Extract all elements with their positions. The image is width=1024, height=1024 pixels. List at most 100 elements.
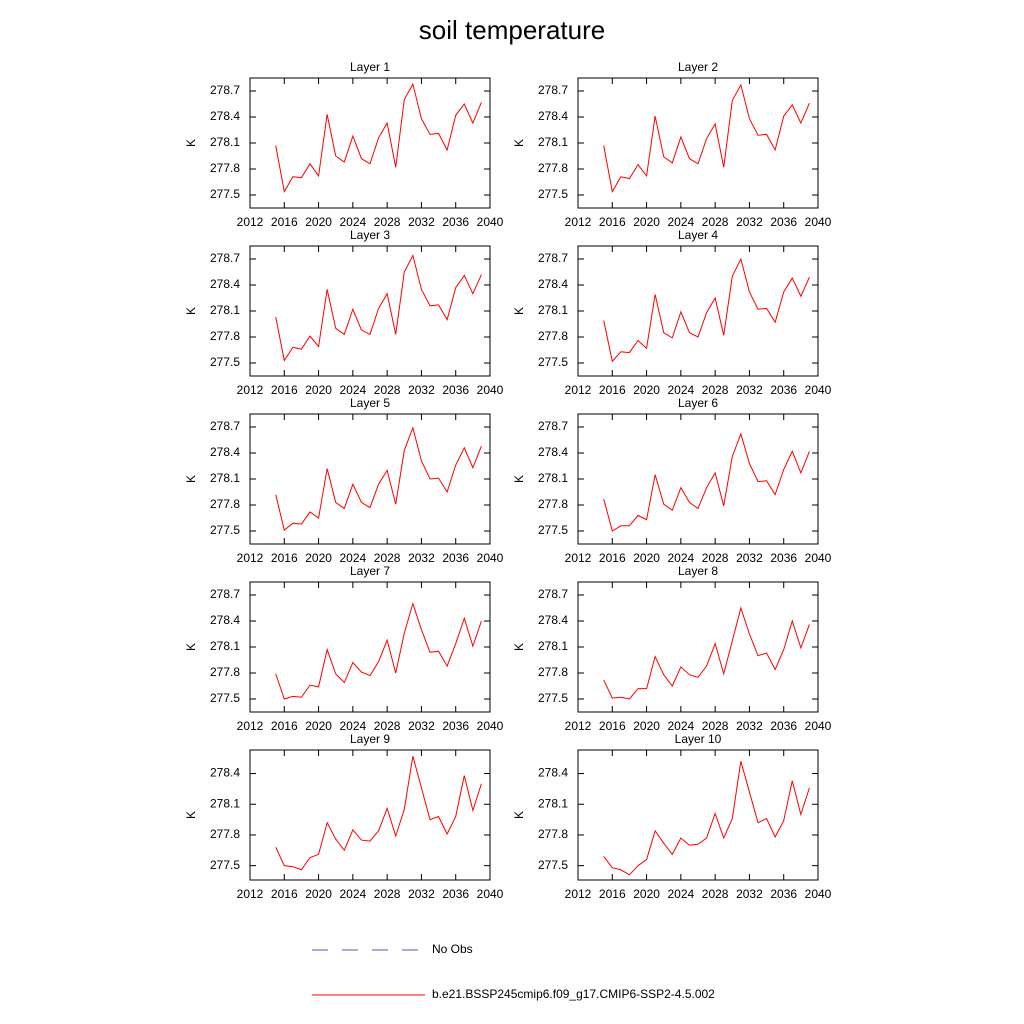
x-tick-label: 2016 — [271, 215, 298, 229]
x-tick-label: 2016 — [599, 383, 626, 397]
y-tick-label: 278.1 — [210, 796, 240, 810]
y-tick-label: 277.8 — [538, 497, 568, 511]
y-axis-label: K — [512, 811, 526, 819]
x-tick-label: 2040 — [477, 215, 504, 229]
x-tick-label: 2036 — [770, 383, 797, 397]
panel-title: Layer 4 — [678, 228, 718, 242]
y-axis-label: K — [512, 307, 526, 315]
panel-title: Layer 2 — [678, 60, 718, 74]
x-tick-label: 2040 — [805, 719, 832, 733]
y-tick-label: 277.5 — [538, 187, 568, 201]
y-tick-label: 277.5 — [210, 523, 240, 537]
x-tick-label: 2024 — [668, 383, 695, 397]
x-tick-label: 2016 — [271, 383, 298, 397]
y-tick-label: 278.1 — [538, 303, 568, 317]
x-tick-label: 2028 — [374, 719, 401, 733]
x-tick-label: 2028 — [702, 551, 729, 565]
y-axis-label: K — [184, 475, 198, 483]
x-tick-label: 2024 — [340, 551, 367, 565]
data-line — [275, 426, 482, 532]
plot-frame — [577, 749, 819, 881]
y-tick-label: 277.8 — [538, 161, 568, 175]
data-line — [275, 82, 482, 193]
x-tick-label: 2020 — [305, 719, 332, 733]
x-tick-label: 2036 — [770, 551, 797, 565]
x-tick-label: 2028 — [702, 887, 729, 901]
x-tick-label: 2016 — [599, 719, 626, 733]
y-tick-label: 277.8 — [210, 497, 240, 511]
x-tick-label: 2024 — [668, 719, 695, 733]
x-tick-label: 2036 — [442, 383, 469, 397]
panel-title: Layer 8 — [678, 564, 718, 578]
x-tick-label: 2016 — [271, 887, 298, 901]
y-tick-label: 277.5 — [538, 691, 568, 705]
y-tick-label: 278.1 — [210, 135, 240, 149]
x-tick-label: 2012 — [237, 551, 264, 565]
y-tick-label: 278.4 — [210, 613, 240, 627]
y-tick-label: 277.8 — [210, 329, 240, 343]
y-tick-label: 277.8 — [538, 827, 568, 841]
x-tick-label: 2024 — [340, 719, 367, 733]
x-tick-label: 2020 — [305, 887, 332, 901]
legend-model-label: b.e21.BSSP245cmip6.f09_g17.CMIP6-SSP2-4.… — [432, 987, 715, 1001]
x-tick-label: 2036 — [442, 551, 469, 565]
y-axis-label: K — [512, 475, 526, 483]
y-tick-label: 278.7 — [210, 587, 240, 601]
x-tick-label: 2020 — [633, 383, 660, 397]
plot-frame — [249, 749, 491, 881]
y-tick-label: 278.4 — [538, 445, 568, 459]
x-tick-label: 2020 — [305, 215, 332, 229]
panel-title: Layer 5 — [350, 396, 390, 410]
y-tick-label: 277.8 — [210, 665, 240, 679]
y-tick-label: 277.5 — [210, 355, 240, 369]
panel-title: Layer 7 — [350, 564, 390, 578]
x-tick-label: 2012 — [565, 383, 592, 397]
y-tick-label: 278.1 — [538, 135, 568, 149]
x-tick-label: 2036 — [442, 887, 469, 901]
x-tick-label: 2016 — [271, 719, 298, 733]
x-tick-label: 2032 — [736, 719, 763, 733]
y-tick-label: 278.7 — [538, 419, 568, 433]
x-tick-label: 2012 — [237, 215, 264, 229]
x-tick-label: 2032 — [736, 383, 763, 397]
x-tick-label: 2040 — [805, 215, 832, 229]
x-tick-label: 2012 — [237, 383, 264, 397]
x-tick-label: 2036 — [770, 887, 797, 901]
y-tick-label: 277.5 — [210, 691, 240, 705]
x-tick-label: 2020 — [633, 215, 660, 229]
x-tick-label: 2012 — [237, 719, 264, 733]
x-tick-label: 2020 — [633, 887, 660, 901]
x-tick-label: 2020 — [633, 551, 660, 565]
x-tick-label: 2036 — [770, 215, 797, 229]
panel-title: Layer 10 — [675, 732, 722, 746]
chart-title: soil temperature — [419, 15, 605, 45]
y-tick-label: 277.5 — [538, 858, 568, 872]
x-tick-label: 2024 — [340, 215, 367, 229]
x-tick-label: 2032 — [408, 383, 435, 397]
y-axis-label: K — [512, 643, 526, 651]
y-tick-label: 278.4 — [210, 766, 240, 780]
data-line — [603, 606, 810, 700]
data-line — [603, 761, 810, 876]
y-tick-label: 278.7 — [210, 83, 240, 97]
x-tick-label: 2024 — [668, 215, 695, 229]
y-tick-label: 278.4 — [538, 277, 568, 291]
x-tick-label: 2032 — [736, 215, 763, 229]
x-tick-label: 2016 — [599, 215, 626, 229]
y-tick-label: 278.4 — [538, 613, 568, 627]
y-tick-label: 278.7 — [538, 587, 568, 601]
data-line — [275, 601, 482, 700]
y-tick-label: 278.7 — [210, 419, 240, 433]
x-tick-label: 2040 — [477, 719, 504, 733]
x-tick-label: 2032 — [408, 215, 435, 229]
x-tick-label: 2040 — [477, 383, 504, 397]
y-tick-label: 278.7 — [538, 83, 568, 97]
x-tick-label: 2012 — [565, 719, 592, 733]
y-tick-label: 277.5 — [538, 355, 568, 369]
y-tick-label: 278.4 — [538, 766, 568, 780]
y-tick-label: 277.5 — [210, 187, 240, 201]
x-tick-label: 2024 — [340, 887, 367, 901]
y-tick-label: 278.1 — [538, 796, 568, 810]
